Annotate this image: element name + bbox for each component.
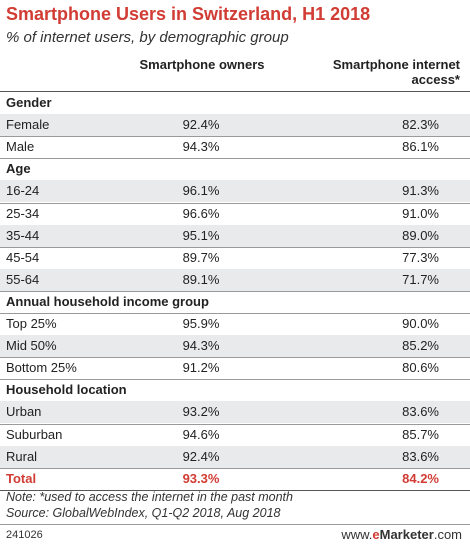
table-row: 35-44 95.1% 89.0% <box>0 224 470 247</box>
table-row: Top 25% 95.9% 90.0% <box>0 313 470 335</box>
row-divider <box>0 467 470 469</box>
access-value: 83.6% <box>402 404 439 420</box>
access-value: 71.7% <box>402 271 439 287</box>
section-header-row: Household location <box>0 379 470 401</box>
row-label: Urban <box>6 404 42 420</box>
table-row: 55-64 89.1% 71.7% <box>0 268 470 291</box>
row-label: Male <box>6 139 35 155</box>
brand-e: e <box>372 527 380 542</box>
row-label: 45-54 <box>6 249 40 265</box>
owners-value: 94.3% <box>182 139 220 155</box>
brand-logo[interactable]: www.eMarketer.com <box>341 527 462 542</box>
access-value: 80.6% <box>402 360 439 376</box>
chart-id: 241026 <box>6 529 43 541</box>
header-divider <box>0 91 470 92</box>
owners-value: 91.2% <box>182 360 220 376</box>
row-label: Top 25% <box>6 316 57 331</box>
section-label: Annual household income group <box>6 293 209 309</box>
row-divider <box>0 379 470 381</box>
section-label: Age <box>6 161 31 177</box>
total-access-value: 84.2% <box>402 470 439 486</box>
total-row: Total 93.3% 84.2% <box>0 468 470 490</box>
chart-title: Smartphone Users in Switzerland, H1 2018 <box>6 4 371 24</box>
total-label: Total <box>6 470 37 486</box>
note-text: Note: *used to access the internet in th… <box>6 490 293 504</box>
section-label: Gender <box>6 95 52 110</box>
table-row: 45-54 89.7% 77.3% <box>0 247 470 269</box>
row-divider <box>0 246 470 248</box>
table-row: 16-24 96.1% 91.3% <box>0 180 470 203</box>
brand-suffix: .com <box>433 527 462 542</box>
row-label: Suburban <box>6 426 63 442</box>
row-divider <box>0 423 470 425</box>
access-value: 83.6% <box>402 448 439 464</box>
chart-subtitle: % of internet users, by demographic grou… <box>6 29 289 46</box>
column-header-access-line-1: Smartphone internet <box>332 57 460 72</box>
access-value: 91.0% <box>402 205 439 221</box>
owners-value: 89.1% <box>182 271 220 287</box>
access-value: 91.3% <box>402 183 439 199</box>
owners-value: 92.4% <box>182 448 220 464</box>
table-row: Urban 93.2% 83.6% <box>0 401 470 424</box>
row-divider <box>0 202 470 204</box>
access-value: 77.3% <box>402 249 439 265</box>
row-label: Rural <box>6 448 38 464</box>
table-row: 25-34 96.6% 91.0% <box>0 203 470 225</box>
access-value: 89.0% <box>402 227 439 243</box>
brand-prefix: www. <box>341 527 373 542</box>
total-owners-value: 93.3% <box>182 470 220 486</box>
chart-notes: Note: *used to access the internet in th… <box>6 489 293 521</box>
row-divider <box>0 290 470 292</box>
owners-value: 95.1% <box>182 227 220 243</box>
row-label: 16-24 <box>6 183 40 199</box>
row-divider <box>0 158 470 160</box>
row-label: Female <box>6 117 50 133</box>
table-row: Mid 50% 94.3% 85.2% <box>0 335 470 358</box>
owners-value: 92.4% <box>182 117 220 133</box>
row-label: 55-64 <box>6 271 40 287</box>
table-bottom-rule <box>0 489 470 491</box>
column-header-owners-line: Smartphone owners <box>139 57 265 72</box>
table-row: Rural 92.4% 83.6% <box>0 445 470 468</box>
section-header-row: Age <box>0 158 470 180</box>
table-row: Male 94.3% 86.1% <box>0 136 470 158</box>
access-value: 85.7% <box>402 426 439 442</box>
access-value: 90.0% <box>402 316 439 331</box>
section-label: Household location <box>6 382 127 398</box>
access-value: 82.3% <box>402 117 439 133</box>
owners-value: 96.1% <box>182 183 220 199</box>
owners-value: 94.6% <box>182 426 220 442</box>
owners-value: 95.9% <box>182 316 220 331</box>
access-value: 86.1% <box>402 139 439 155</box>
row-divider <box>0 357 470 359</box>
row-label: 35-44 <box>6 227 40 243</box>
column-header-access-line-2: access* <box>411 72 460 87</box>
source-text: Source: GlobalWebIndex, Q1-Q2 2018, Aug … <box>6 506 281 520</box>
row-label: 25-34 <box>6 205 40 221</box>
brand-name: Marketer <box>379 527 434 542</box>
owners-value: 89.7% <box>182 249 220 265</box>
owners-value: 93.2% <box>182 404 220 420</box>
row-divider <box>0 313 470 314</box>
owners-value: 94.3% <box>182 338 220 354</box>
column-header-owners: Smartphone owners <box>120 57 284 72</box>
row-label: Bottom 25% <box>6 360 77 376</box>
table-row: Bottom 25% 91.2% 80.6% <box>0 357 470 379</box>
column-header-access: Smartphone internet access* <box>292 57 460 87</box>
table-row: Suburban 94.6% 85.7% <box>0 424 470 446</box>
section-header-row: Annual household income group <box>0 291 470 313</box>
footer: 241026 www.eMarketer.com <box>0 524 470 546</box>
owners-value: 96.6% <box>182 205 220 221</box>
row-label: Mid 50% <box>6 338 57 354</box>
row-divider <box>0 136 470 138</box>
table-row: Female 92.4% 82.3% <box>0 114 470 137</box>
access-value: 85.2% <box>402 338 439 354</box>
section-header-row: Gender <box>0 92 470 114</box>
